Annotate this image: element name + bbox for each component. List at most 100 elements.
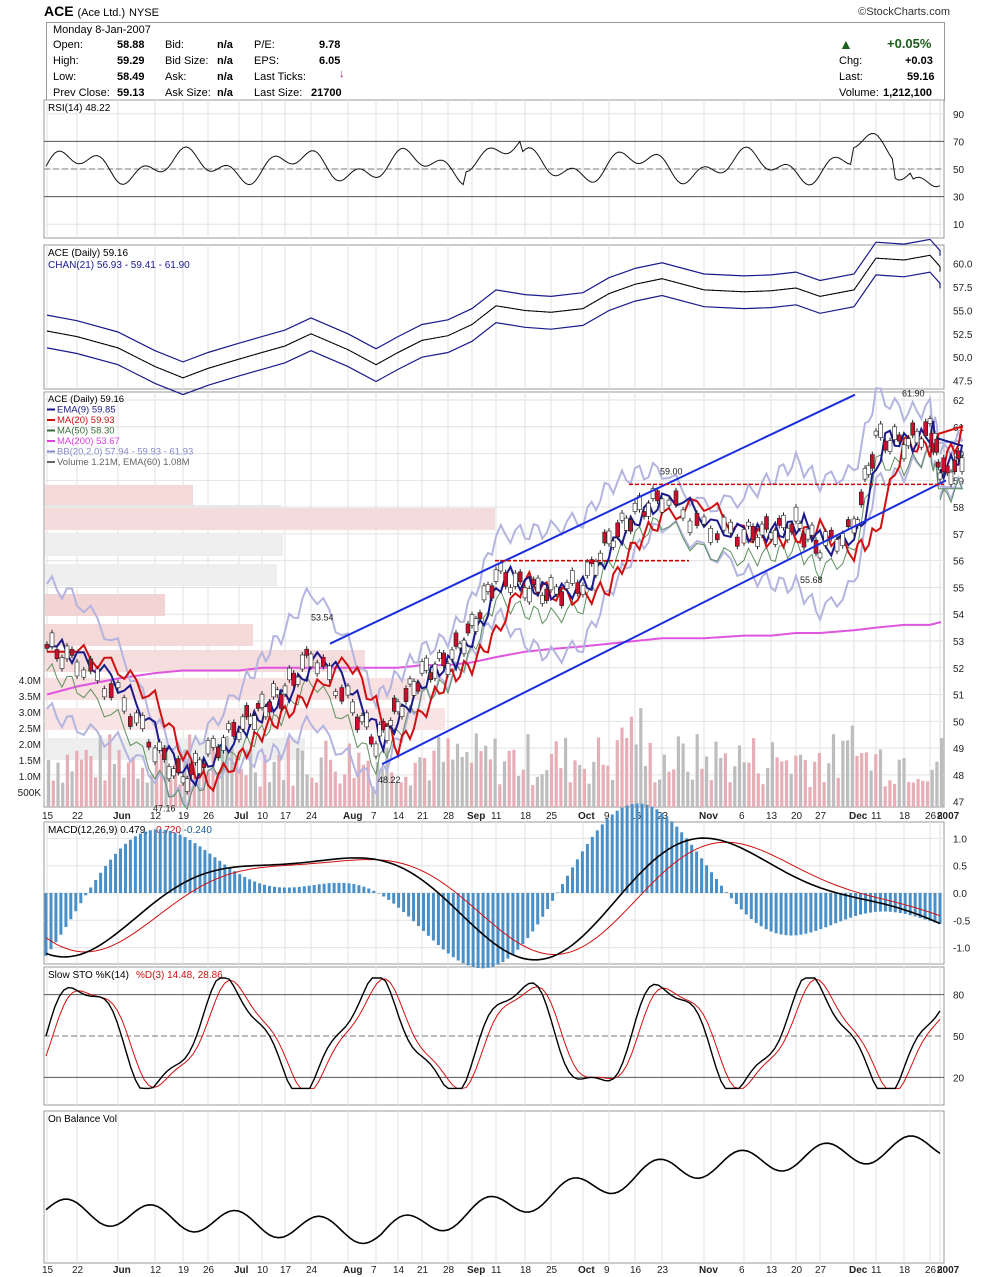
volume-bar xyxy=(681,743,685,807)
pe-value: 9.78 xyxy=(319,39,341,51)
candle-body xyxy=(364,712,370,728)
macd-label-3: , -0.240 xyxy=(178,825,212,836)
volume-bar xyxy=(564,737,568,807)
volume-bar xyxy=(756,773,760,807)
macd-histogram-bar xyxy=(680,832,684,893)
candle-body xyxy=(415,682,421,692)
volume-bar xyxy=(907,782,911,807)
candle-body xyxy=(248,715,253,725)
volume-bar xyxy=(897,759,901,807)
legend-entry: MA(20) 59.93 xyxy=(57,415,115,426)
obv-line xyxy=(45,1135,941,1245)
price-annotation: 47.16 xyxy=(153,803,176,813)
x-axis-label-top: 8 xyxy=(937,811,943,822)
volume-bar xyxy=(728,782,732,807)
chg-value: +0.03 xyxy=(905,55,933,67)
macd-histogram-bar xyxy=(143,831,147,893)
rsi-line xyxy=(45,132,941,188)
volume-bar xyxy=(470,762,474,807)
volume-bar xyxy=(390,772,394,807)
volume-bar xyxy=(249,749,253,807)
candle-body xyxy=(641,511,647,517)
volume-bar xyxy=(70,771,74,807)
macd-histogram-bar xyxy=(451,893,455,958)
volume-bar xyxy=(639,708,643,807)
x-axis-label-bottom: 12 xyxy=(150,1265,162,1276)
y-tick-label: 50 xyxy=(953,1032,965,1043)
chan-price-line xyxy=(46,254,941,379)
candle-body xyxy=(734,536,740,547)
volume-bar xyxy=(737,745,742,807)
candle-body xyxy=(128,716,133,727)
x-axis-label-top: Oct xyxy=(578,811,595,822)
candle-body xyxy=(403,688,409,703)
quote-box: Monday 8-Jan-2007 Open: 58.88 High: 59.2… xyxy=(46,22,945,101)
volume-bar xyxy=(117,750,121,807)
candle-body xyxy=(226,723,231,731)
volume-value: 1,212,100 xyxy=(883,87,932,99)
x-axis-label-bottom: 17 xyxy=(280,1265,292,1276)
macd-histogram-bar xyxy=(228,867,232,893)
volume-bar xyxy=(79,759,84,807)
volume-bar xyxy=(56,762,60,807)
candle-body xyxy=(580,584,586,595)
macd-histogram-bar xyxy=(566,875,569,893)
volume-bar xyxy=(634,744,638,807)
open-value: 58.88 xyxy=(117,39,145,51)
x-axis-label-top: 19 xyxy=(178,811,190,822)
x-axis-label-top: 27 xyxy=(815,811,827,822)
macd-histogram-bar xyxy=(124,843,127,893)
candle-body xyxy=(152,747,158,763)
candle-body xyxy=(102,688,107,698)
candle-body xyxy=(623,517,629,531)
candle-body xyxy=(776,517,782,526)
macd-histogram-bar xyxy=(620,807,624,893)
macd-histogram-bar xyxy=(690,844,694,893)
x-axis-label-top: 6 xyxy=(739,811,745,822)
sto-label-1: Slow STO %K(14) xyxy=(48,970,129,981)
prev-close-value: 59.13 xyxy=(117,87,145,99)
candle-body xyxy=(526,588,532,603)
pct-change-value: +0.05% xyxy=(887,36,932,51)
candle-body xyxy=(445,663,451,675)
macd-histogram-bar xyxy=(446,893,450,954)
candle-body xyxy=(384,726,390,741)
volume-bar xyxy=(413,762,417,807)
y-tick-label: 50.0 xyxy=(953,353,973,364)
high-value: 59.29 xyxy=(117,55,145,67)
macd-histogram-bar xyxy=(630,804,634,893)
candle-body xyxy=(201,763,207,768)
last-value: 59.16 xyxy=(907,71,935,83)
candle-body xyxy=(508,587,513,593)
volume-bar xyxy=(267,782,272,807)
volume-bar xyxy=(883,786,887,807)
candle-body xyxy=(887,440,893,452)
macd-histogram-bar xyxy=(844,893,848,920)
volume-bar xyxy=(329,759,333,807)
candle-body xyxy=(428,672,434,680)
candle-body xyxy=(489,585,495,599)
volume-bar xyxy=(126,762,131,807)
volume-bar xyxy=(893,783,897,807)
macd-histogram-bar xyxy=(536,893,540,925)
x-axis-label-top: Jul xyxy=(234,811,249,822)
macd-histogram-bar xyxy=(754,893,758,923)
volume-bar xyxy=(159,753,163,807)
macd-histogram-bar xyxy=(307,885,311,893)
volume-bar xyxy=(841,740,845,807)
legend-entry: EMA(9) 59.85 xyxy=(57,405,116,416)
volume-bar xyxy=(831,734,836,807)
volume-bar xyxy=(625,738,629,807)
macd-histogram-bar xyxy=(665,816,669,893)
macd-histogram-bar xyxy=(64,893,68,927)
volume-bar xyxy=(549,754,554,807)
volume-bar xyxy=(291,785,295,807)
x-axis-label-top: Dec xyxy=(849,811,868,822)
macd-histogram-bar xyxy=(327,883,331,893)
macd-histogram-bar xyxy=(903,893,907,914)
candle-body xyxy=(801,533,807,548)
macd-histogram-bar xyxy=(888,893,892,912)
macd-signal-line xyxy=(45,841,941,956)
ask-label: Ask: xyxy=(165,71,187,83)
